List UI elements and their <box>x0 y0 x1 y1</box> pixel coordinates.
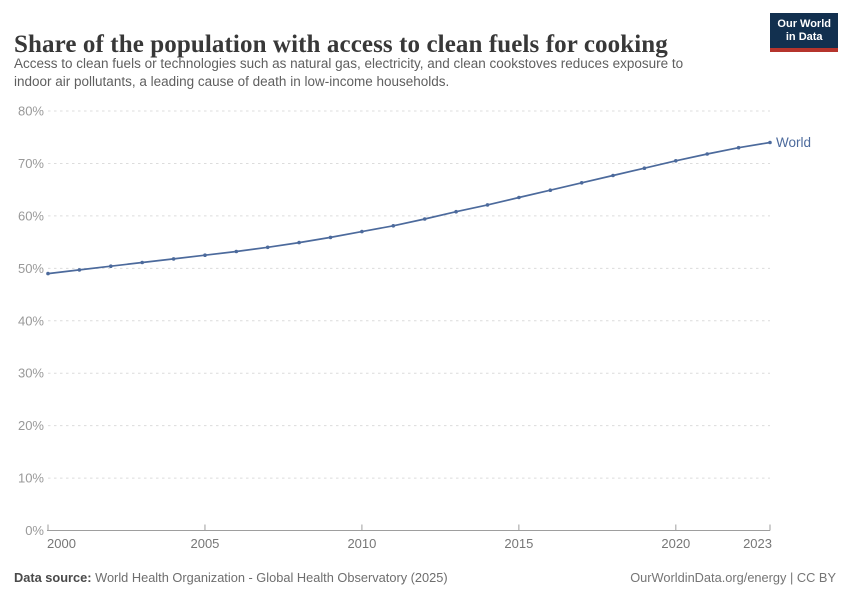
data-point[interactable] <box>109 264 113 269</box>
data-point[interactable] <box>422 217 427 221</box>
x-axis-label: 2020 <box>661 536 690 551</box>
y-axis-label: 50% <box>18 261 44 276</box>
data-point[interactable] <box>642 166 647 170</box>
data-point[interactable] <box>517 195 521 200</box>
data-source-label: Data source: <box>14 570 92 585</box>
data-point[interactable] <box>736 145 741 150</box>
chart-subtitle: Access to clean fuels or technologies su… <box>14 55 774 91</box>
y-axis-label: 70% <box>18 156 44 171</box>
data-point[interactable] <box>768 140 772 145</box>
trend-line[interactable] <box>47 141 771 275</box>
y-axis-label: 60% <box>18 208 44 223</box>
data-point[interactable] <box>328 235 333 240</box>
owid-license-link[interactable]: OurWorldinData.org/energy | CC BY <box>630 570 836 585</box>
chart-subtitle-line1: Access to clean fuels or technologies su… <box>14 56 684 71</box>
chart-subtitle-line2: indoor air pollutants, a leading cause o… <box>14 74 450 89</box>
series-label[interactable]: World <box>776 135 811 150</box>
x-axis-label: 2000 <box>47 536 76 551</box>
data-point[interactable] <box>46 271 50 276</box>
data-point[interactable] <box>611 173 615 178</box>
x-axis-label: 2005 <box>190 536 219 551</box>
data-point[interactable] <box>485 203 490 207</box>
y-axis-label: 0% <box>25 523 44 538</box>
chart-footer: Data source: World Health Organization -… <box>14 570 836 585</box>
data-point[interactable] <box>705 152 709 156</box>
y-axis-label: 30% <box>18 366 44 381</box>
y-axis-label: 10% <box>18 471 44 486</box>
data-point[interactable] <box>203 253 207 257</box>
data-point[interactable] <box>674 159 678 163</box>
data-point[interactable] <box>140 260 144 265</box>
y-axis-label: 40% <box>18 313 44 328</box>
x-axis-label: 2015 <box>504 536 533 551</box>
data-point[interactable] <box>548 188 553 192</box>
data-source-text: World Health Organization - Global Healt… <box>95 570 448 585</box>
data-point[interactable] <box>454 209 458 214</box>
data-point[interactable] <box>77 268 82 272</box>
y-axis-label: 20% <box>18 418 44 433</box>
owid-logo[interactable]: Our World in Data <box>770 13 838 52</box>
data-point[interactable] <box>360 229 364 234</box>
data-point[interactable] <box>579 181 584 185</box>
x-axis-label: 2023 <box>743 536 772 551</box>
data-point[interactable] <box>265 245 270 250</box>
chart-title: Share of the population with access to c… <box>14 30 668 58</box>
data-point[interactable] <box>171 257 176 261</box>
data-point[interactable] <box>297 240 301 245</box>
owid-logo-text-line2: in Data <box>785 31 823 43</box>
x-axis-label: 2010 <box>347 536 376 551</box>
line-chart[interactable]: 0% 10% 20% 30% 40% 50% 60% 70% 80% 2000 2005 2010 20… <box>0 0 850 560</box>
owid-logo-text-line1: Our World <box>777 18 831 30</box>
data-point[interactable] <box>391 224 396 228</box>
y-axis-label: 80% <box>18 104 44 119</box>
data-source-note: Data source: World Health Organization -… <box>14 570 448 585</box>
data-point[interactable] <box>234 249 239 254</box>
